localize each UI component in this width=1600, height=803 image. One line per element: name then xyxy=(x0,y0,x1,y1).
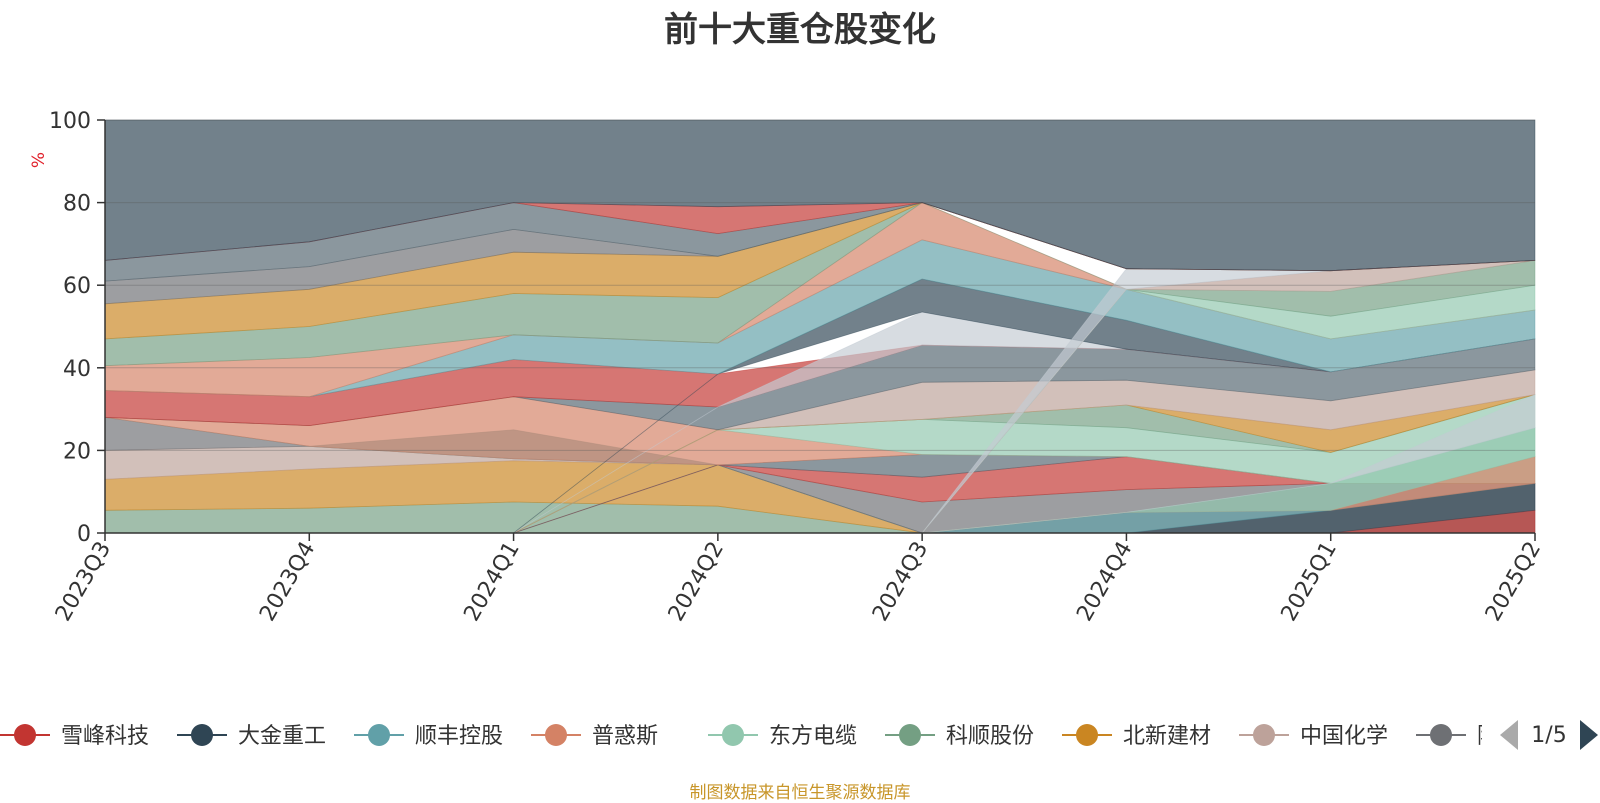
x-tick-label: 2024Q1 xyxy=(459,538,524,626)
y-tick-label: 100 xyxy=(49,109,91,134)
x-tick-label: 2024Q3 xyxy=(868,538,933,626)
legend-item[interactable]: 隆 xyxy=(1416,724,1499,749)
y-tick-label: 20 xyxy=(63,439,91,464)
x-tick-label: 2025Q1 xyxy=(1277,538,1342,626)
area-band-7 xyxy=(105,454,1535,534)
legend-page-indicator: 1/5 xyxy=(1531,722,1567,748)
y-tick-label: 0 xyxy=(77,522,91,547)
area-band-33 xyxy=(104,119,1536,272)
x-tick-label: 2025Q2 xyxy=(1481,538,1546,626)
legend-next-page-icon[interactable] xyxy=(1580,720,1598,750)
legend-item[interactable]: 北新建材 xyxy=(1062,724,1211,749)
chart-title: 前十大重仓股变化 xyxy=(664,10,936,50)
y-tick-label: 60 xyxy=(63,274,91,299)
x-tick-label: 2024Q2 xyxy=(664,538,729,626)
legend-label: 科顺股份 xyxy=(946,724,1034,749)
legend-item[interactable]: 雪峰科技 xyxy=(0,724,149,749)
legend-label: 东方电缆 xyxy=(769,724,857,749)
legend-label: 顺丰控股 xyxy=(415,724,503,749)
x-tick-label: 2023Q4 xyxy=(255,538,320,626)
legend[interactable]: 雪峰科技 大金重工 顺丰控股 普惑斯 东方电缆 科顺股份 北新建材 中国化学 隆 xyxy=(0,724,1499,749)
legend-item[interactable]: 大金重工 xyxy=(177,724,326,749)
legend-label: 中国化学 xyxy=(1300,724,1388,749)
legend-label: 雪峰科技 xyxy=(61,724,149,749)
legend-item[interactable]: 科顺股份 xyxy=(885,724,1034,749)
source-footnote: 制图数据来自恒生聚源数据库 xyxy=(689,783,911,803)
legend-marker-icon xyxy=(1076,724,1098,746)
x-tick-label: 2024Q4 xyxy=(1072,538,1137,626)
legend-label: 隆 xyxy=(1477,724,1499,749)
y-tick-label: 80 xyxy=(63,192,91,217)
legend-item[interactable]: 普惑斯 xyxy=(531,724,658,749)
legend-marker-icon xyxy=(368,724,390,746)
y-tick-label: 40 xyxy=(63,357,91,382)
legend-pager: 1/5 xyxy=(1500,718,1598,752)
legend-label: 北新建材 xyxy=(1123,724,1211,749)
legend-marker-icon xyxy=(14,724,36,746)
legend-marker-icon xyxy=(545,724,567,746)
legend-marker-icon xyxy=(722,724,744,746)
legend-marker-icon xyxy=(191,724,213,746)
legend-label: 大金重工 xyxy=(238,724,326,749)
legend-item[interactable]: 中国化学 xyxy=(1239,724,1388,749)
legend-item[interactable]: 顺丰控股 xyxy=(354,724,503,749)
legend-label: 普惑斯 xyxy=(592,724,658,749)
legend-prev-page-icon[interactable] xyxy=(1500,720,1518,750)
x-tick-label: 2023Q3 xyxy=(51,538,116,626)
legend-marker-icon xyxy=(899,724,921,746)
legend-item[interactable]: 东方电缆 xyxy=(708,724,857,749)
legend-marker-icon xyxy=(1430,724,1452,746)
y-axis-label: % xyxy=(29,152,49,168)
area-band-12 xyxy=(105,369,1536,534)
area-bands xyxy=(104,119,1536,534)
legend-marker-icon xyxy=(1253,724,1275,746)
